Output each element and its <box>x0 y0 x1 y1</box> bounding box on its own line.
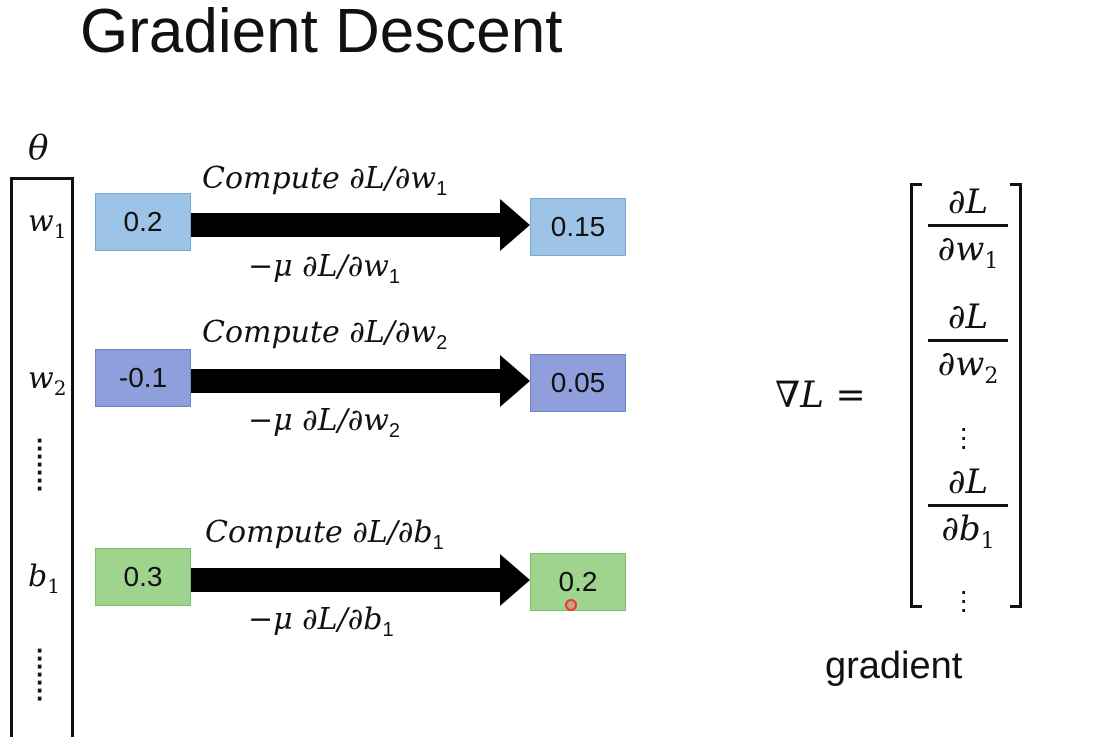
vertical-dots-2: · · · · · · · <box>36 635 45 713</box>
gradient-lhs: ∇L = <box>775 375 866 416</box>
grad-entry-w1: ∂L ∂w1 <box>924 182 1012 282</box>
w2-compute-label: Compute ∂L/∂w2 <box>202 315 448 354</box>
matrix-right-bracket <box>1010 183 1022 608</box>
b1-arrow-head <box>500 554 530 606</box>
b1-update-label: −μ ∂L/∂b1 <box>248 602 394 641</box>
w2-start-value: -0.1 <box>95 349 191 407</box>
b1-compute-label: Compute ∂L/∂b1 <box>205 515 444 554</box>
w1-compute-label: Compute ∂L/∂w1 <box>202 161 448 200</box>
gradient-matrix <box>910 183 1022 608</box>
grad-entry-b1: ∂L ∂b1 <box>924 462 1012 562</box>
param-w1: w1 <box>28 204 67 243</box>
w2-arrow-shaft <box>191 369 501 393</box>
w2-arrow-head <box>500 355 530 407</box>
grad-vdots-1: · · · <box>959 412 969 461</box>
gradient-caption: gradient <box>825 645 963 687</box>
b1-start-value: 0.3 <box>95 548 191 606</box>
grad-vdots-2: · · · <box>959 575 969 624</box>
w1-arrow-head <box>500 199 530 251</box>
grad-entry-w2: ∂L ∂w2 <box>924 297 1012 397</box>
w2-end-value: 0.05 <box>530 354 626 412</box>
pointer-cursor-icon <box>565 599 577 611</box>
slide-title: Gradient Descent <box>80 0 563 66</box>
vertical-dots-1: · · · · · · · <box>36 425 45 503</box>
w1-arrow-shaft <box>191 213 501 237</box>
b1-arrow-shaft <box>191 568 501 592</box>
w1-update-label: −μ ∂L/∂w1 <box>248 249 401 288</box>
parameter-vector-bracket <box>10 177 74 737</box>
theta-label: θ <box>28 128 49 168</box>
b1-end-value: 0.2 <box>530 553 626 611</box>
param-w2: w2 <box>28 361 67 400</box>
w1-end-value: 0.15 <box>530 198 626 256</box>
w2-update-label: −μ ∂L/∂w2 <box>248 403 401 442</box>
w1-start-value: 0.2 <box>95 193 191 251</box>
matrix-left-bracket <box>910 183 922 608</box>
param-b1: b1 <box>28 559 60 598</box>
